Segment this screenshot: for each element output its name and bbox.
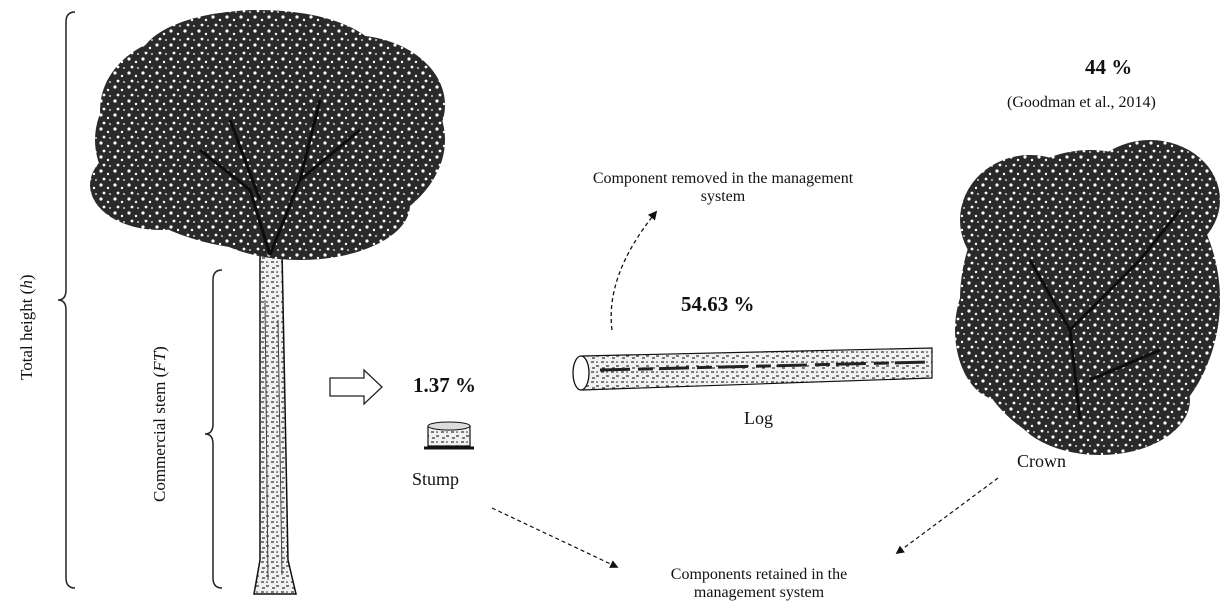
tree-illustration [90,10,445,595]
stump-percentage: 1.37 % [413,373,476,397]
commercial-stem-label: Commercial stem (FT) [150,346,169,502]
removed-arrow [610,210,658,331]
log-label: Log [744,408,773,428]
total-height-bracket [57,11,76,589]
commercial-stem-bracket [204,269,223,589]
crown-retained-arrow [895,477,999,555]
crown-label: Crown [1017,451,1066,471]
stump-label: Stump [412,469,460,489]
crown-percentage: 44 % [1085,55,1133,79]
crown-source: (Goodman et al., 2014) [1007,94,1156,111]
log-percentage: 54.63 % [681,292,755,316]
stump-icon [424,421,474,450]
retained-caption: Components retained in the management sy… [670,566,848,601]
total-height-label: Total height (h) [17,274,36,380]
crown-illustration [955,140,1220,455]
stump-retained-arrow [491,507,619,568]
log-illustration [572,347,933,391]
removed-caption: Component removed in the management syst… [592,170,854,205]
right-arrow-icon [329,368,383,406]
